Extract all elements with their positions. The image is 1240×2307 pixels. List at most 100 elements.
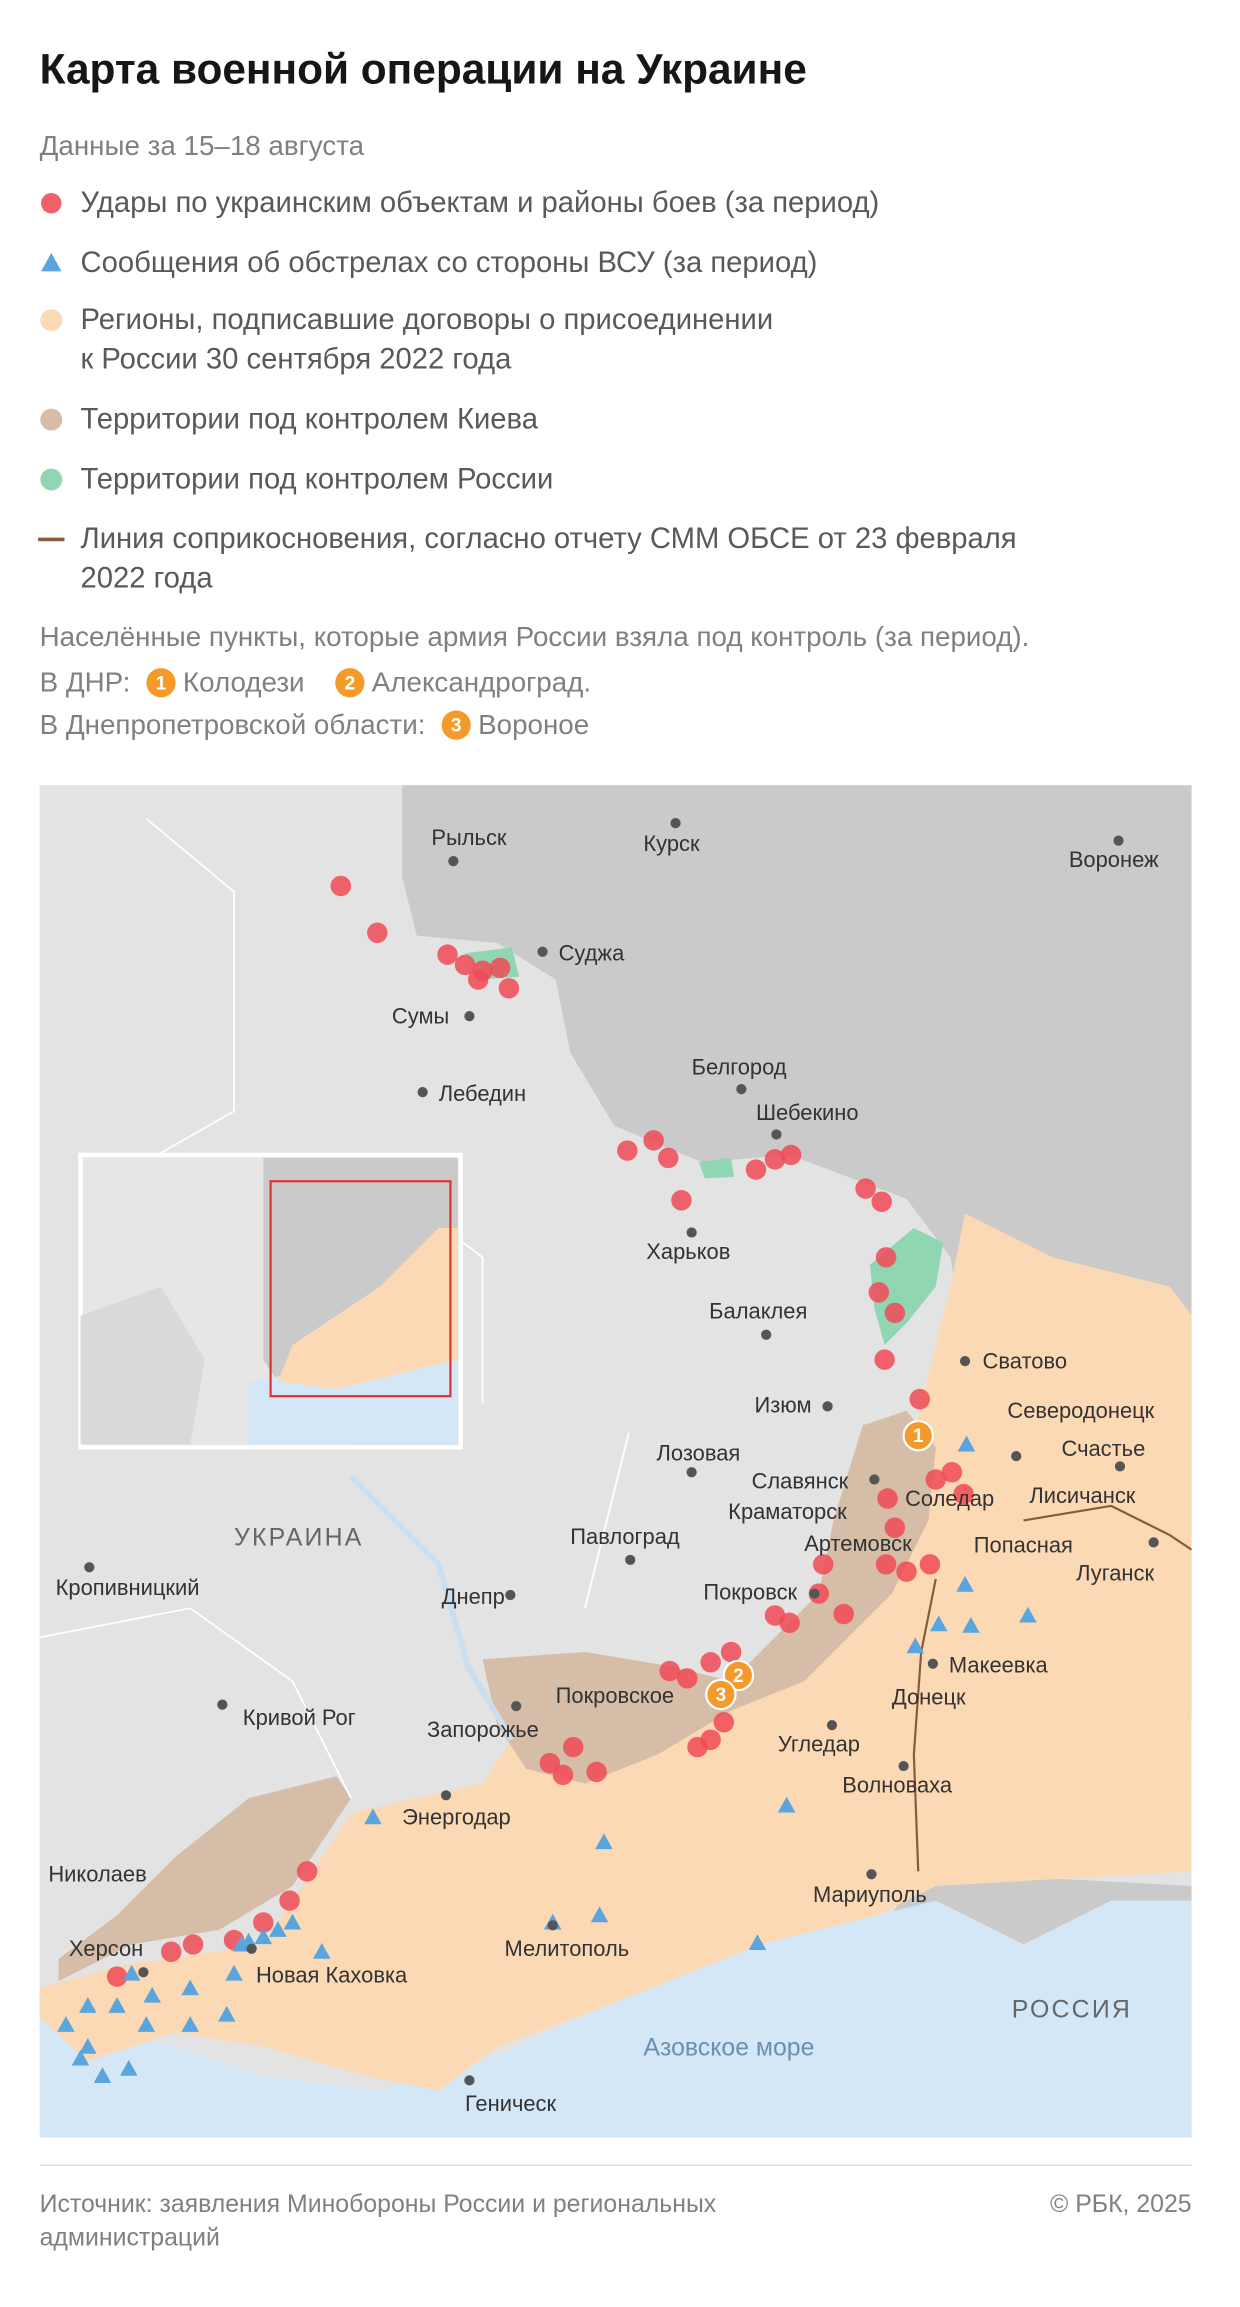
strike-dot [875,1554,897,1575]
strike-dot [437,944,458,965]
city-label: Лозовая [657,1441,741,1466]
captured-name: Колодези [183,667,305,698]
shelling-icon [79,2037,97,2054]
city-label: Павлоград [570,1524,680,1549]
strike-dot [643,1130,664,1151]
shelling-icon [929,1615,948,1632]
city-dot [547,1920,558,1931]
shelling-icon [137,2016,156,2032]
captured-badge [441,710,471,740]
shelling-icon [93,2067,112,2084]
legend-label: Территории под контролем России [81,463,554,495]
source: Источник: заявления Минобороны России и … [40,2191,717,2218]
strike-dot [884,1517,906,1538]
city-dot [1114,1461,1126,1472]
russia-icon [40,468,63,491]
strike-dot [700,1652,721,1673]
shelling-icon [957,1435,976,1452]
strike-dot [941,1461,963,1483]
strike-dot [884,1302,906,1324]
strike-dot [833,1603,854,1625]
city-label: Северодонецк [1007,1398,1154,1423]
shelling-icon [57,2016,75,2032]
city-label: Донецк [892,1685,966,1710]
captured-map-badge [705,1678,737,1711]
strike-dot [909,1388,930,1410]
shelling-icon [748,1934,767,1950]
city-label: Херсон [69,1936,143,1961]
city-dot [927,1658,938,1669]
region-borders [39,818,630,1799]
kyiv-icon [40,408,63,431]
strike-dot [367,922,388,943]
shelling-icon [122,1964,141,1981]
shelling-icon [312,1942,331,1959]
annexed-icon [40,309,63,332]
contact-line [912,1578,937,1872]
city-dot [464,2075,475,2086]
city-dot [761,1329,772,1340]
legend-label: Территории под контролем Киева [81,403,539,435]
captured-number: 1 [156,673,167,694]
city-dot [417,1086,428,1098]
city-dot [959,1355,971,1367]
city-dot [809,1588,820,1599]
shelling-icon [595,1833,613,1850]
shelling-icon [590,1906,609,1923]
shelling-icon [962,1616,980,1633]
sea-label: Азовское море [643,2035,814,2062]
city-dot [448,855,459,867]
city-label: Николаев [48,1862,146,1887]
city-dot [826,1720,838,1731]
captured-map-badge [902,1419,934,1452]
city-dot [869,1474,880,1485]
city-label: Покровское [556,1683,674,1708]
city-label: Харьков [646,1239,730,1264]
captured-badge [146,668,176,698]
city-label: Счастье [1062,1436,1146,1461]
strike-dot [812,1554,834,1575]
shelling-icon [79,1997,97,2013]
shelling-icon [956,1576,974,1592]
strike-dot [586,1761,607,1783]
city-dot [1113,835,1124,846]
strike-dot [745,1159,767,1180]
strike-dot [919,1554,941,1575]
captured-number: 3 [451,716,462,737]
strike-dot [764,1605,786,1626]
legend-label: к России 30 сентября 2022 года [81,343,513,375]
strike-dot [182,1934,204,1955]
city-label: Балаклея [709,1299,807,1324]
city-dot [771,1129,782,1140]
city-label: Краматорск [728,1499,847,1524]
shelling-icon [217,2005,236,2022]
city-dot [464,1010,475,1022]
strike-dot [677,1668,698,1689]
captured-title: Населённые пункты, которые армия России … [40,621,1030,652]
source: администраций [40,2225,220,2252]
strike-dot [875,1247,897,1268]
city-dot [537,946,548,957]
title: Карта военной операции на Украине [40,45,807,92]
map: УКРАИНА РОССИЯ Азовское море [39,785,1192,2138]
shelling-icon [283,1913,302,1930]
strike-dot [925,1469,947,1490]
city-label: Сумы [392,1003,449,1028]
subtitle: Данные за 15–18 августа [40,130,365,161]
strike-dot [296,1861,318,1882]
city-label: Лебедин [439,1081,526,1106]
strike-dot [498,978,520,999]
strike-dot [877,1488,898,1509]
captured-region: В Днепропетровской области: [40,709,426,740]
captured-map-number: 3 [716,1685,727,1706]
city-label: Сватово [983,1348,1067,1373]
kyiv-controlled [482,1410,936,1784]
shelling-icon [71,2049,90,2066]
captured-name: Александроград. [372,667,591,698]
country-label: РОССИЯ [1012,1997,1132,2024]
shelling-icon [181,1979,199,1996]
city-dot [440,1790,452,1801]
city-label: Шебекино [756,1100,859,1125]
strike-dot [253,1912,274,1933]
